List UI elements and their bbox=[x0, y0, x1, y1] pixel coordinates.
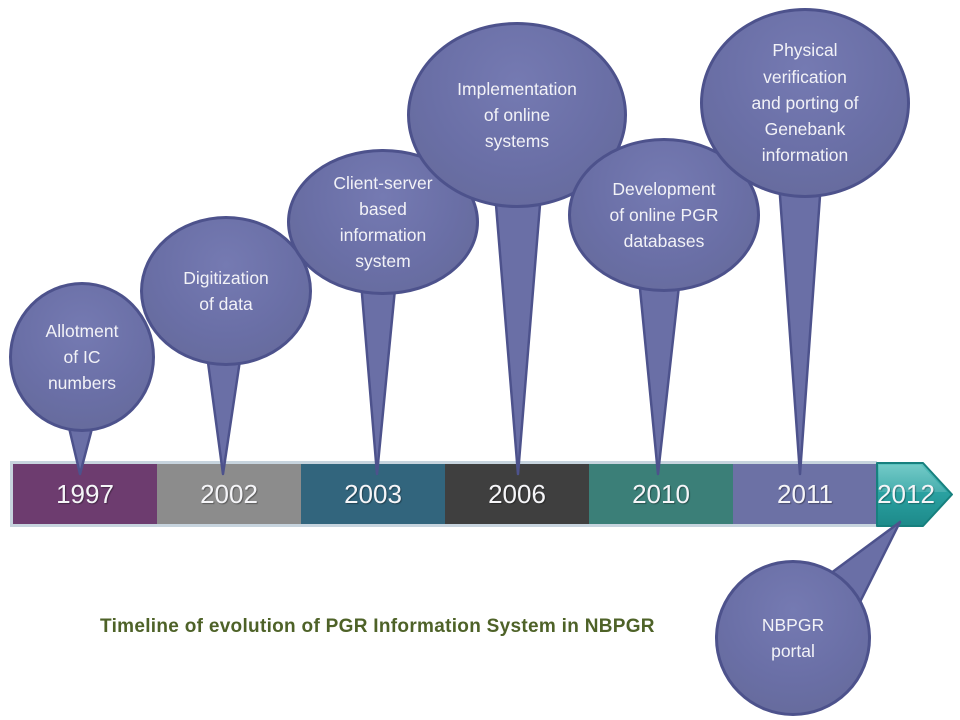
balloon-development-label: Development of online PGR databases bbox=[609, 178, 719, 252]
balloon-nbpgr-portal-label: NBPGR portal bbox=[761, 614, 825, 661]
balloon-physical-verification-label: Physical verification and porting of Gen… bbox=[751, 40, 859, 166]
timeline-bar: 1997 2002 2003 2006 2010 2011 bbox=[10, 461, 877, 527]
timeline-arrow-year-label: 2012 bbox=[877, 478, 935, 509]
balloon-allotment-label: Allotment of IC numbers bbox=[45, 320, 119, 394]
balloon-physical-verification-genebank: Physical verification and porting of Gen… bbox=[700, 8, 910, 198]
balloon-client-server-label: Client-server based information system bbox=[333, 172, 433, 272]
balloon-allotment-ic-numbers: Allotment of IC numbers bbox=[9, 282, 155, 432]
timeline-segment-2006: 2006 bbox=[445, 464, 589, 524]
balloon-tail-2006 bbox=[491, 166, 545, 476]
balloon-nbpgr-portal: NBPGR portal bbox=[715, 560, 871, 716]
timeline-segment-2002: 2002 bbox=[157, 464, 301, 524]
slide-caption: Timeline of evolution of PGR Information… bbox=[100, 616, 655, 637]
timeline-segment-2003: 2003 bbox=[301, 464, 445, 524]
timeline-segment-2011: 2011 bbox=[733, 464, 877, 524]
balloon-digitization-of-data: Digitization of data bbox=[140, 216, 312, 366]
balloon-tail-2010 bbox=[636, 266, 683, 476]
timeline-segment-1997: 1997 bbox=[13, 464, 157, 524]
balloon-implementation-label: Implementation of online systems bbox=[457, 78, 577, 152]
balloon-tail-2011 bbox=[776, 166, 824, 476]
timeline-segment-2010: 2010 bbox=[589, 464, 733, 524]
balloon-digitization-label: Digitization of data bbox=[183, 267, 269, 314]
